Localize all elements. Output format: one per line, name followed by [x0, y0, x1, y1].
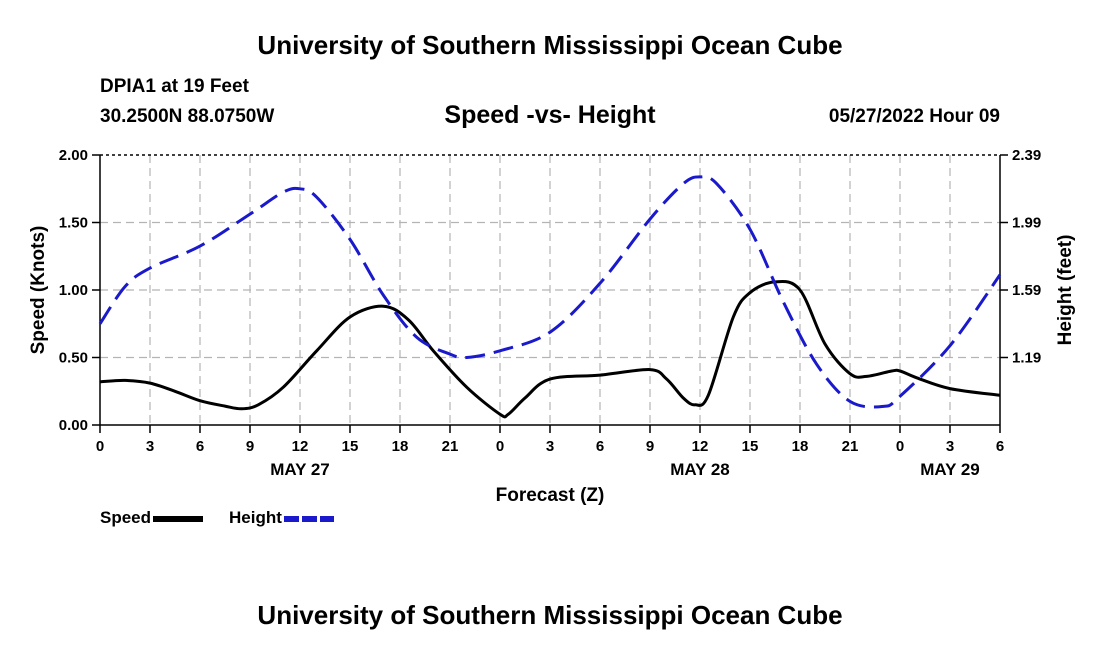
- day-label: MAY 28: [670, 460, 730, 479]
- y-tick-label: 1.00: [59, 282, 88, 299]
- x-tick-label: 9: [246, 438, 254, 455]
- x-axis-title: Forecast (Z): [496, 485, 605, 506]
- x-tick-label: 18: [392, 438, 409, 455]
- legend-label: Height: [229, 508, 282, 527]
- y-axis-title: Speed (Knots): [28, 226, 49, 355]
- footer-title: University of Southern Mississippi Ocean…: [257, 600, 843, 630]
- x-tick-label: 6: [596, 438, 604, 455]
- x-tick-label: 0: [896, 438, 904, 455]
- y-tick-label: 0.00: [59, 417, 88, 434]
- y2-tick-label: 2.39: [1012, 147, 1041, 164]
- y2-tick-label: 1.19: [1012, 350, 1041, 367]
- forecast-datetime: 05/27/2022 Hour 09: [828, 106, 1000, 127]
- y2-tick-label: 1.59: [1012, 282, 1041, 299]
- legend-swatch: [283, 516, 334, 522]
- x-tick-label: 15: [742, 438, 759, 455]
- x-tick-label: 3: [546, 438, 554, 455]
- y-tick-label: 1.50: [59, 215, 88, 232]
- height-series-line: [98, 175, 1002, 409]
- x-tick-label: 0: [96, 438, 104, 455]
- legend-height: Height: [229, 508, 334, 528]
- legend-swatch: [153, 516, 204, 522]
- y-tick-label: 0.50: [59, 350, 88, 367]
- x-tick-label: 9: [646, 438, 654, 455]
- speed-series-line: [99, 279, 1001, 419]
- x-tick-label: 3: [146, 438, 154, 455]
- x-tick-label: 15: [342, 438, 359, 455]
- day-label: MAY 27: [270, 460, 330, 479]
- x-tick-label: 21: [842, 438, 859, 455]
- x-tick-label: 6: [996, 438, 1004, 455]
- chart-subtitle: Speed -vs- Height: [444, 101, 656, 129]
- station-label: DPIA1 at 19 Feet: [100, 76, 249, 97]
- day-label: MAY 29: [920, 460, 980, 479]
- x-tick-label: 12: [692, 438, 709, 455]
- x-tick-label: 0: [496, 438, 504, 455]
- x-tick-label: 6: [196, 438, 204, 455]
- x-tick-label: 21: [442, 438, 459, 455]
- legend-speed: Speed: [100, 508, 204, 528]
- x-tick-label: 12: [292, 438, 309, 455]
- x-tick-label: 3: [946, 438, 954, 455]
- y2-tick-label: 1.99: [1012, 215, 1041, 232]
- x-tick-label: 18: [792, 438, 809, 455]
- chart-title: University of Southern Mississippi Ocean…: [257, 30, 843, 60]
- y-tick-label: 2.00: [59, 147, 88, 164]
- coordinates-label: 30.2500N 88.0750W: [100, 106, 275, 127]
- y2-axis-title: Height (feet): [1055, 235, 1076, 346]
- legend-label: Speed: [100, 508, 152, 527]
